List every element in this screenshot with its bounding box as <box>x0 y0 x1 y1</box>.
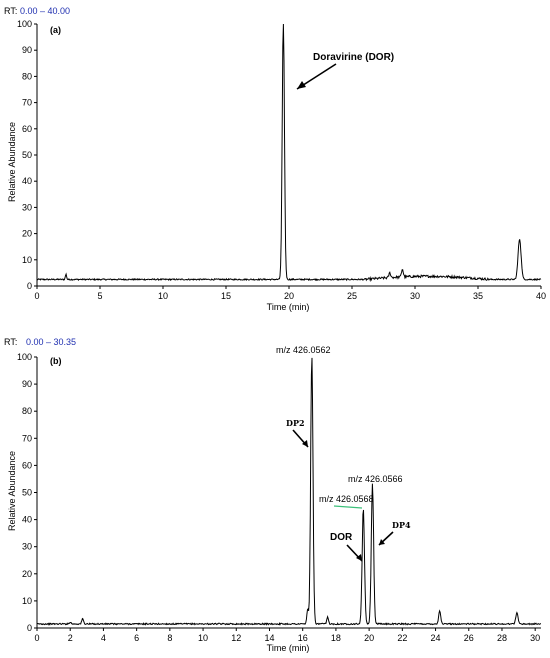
x-tick-label-b: 2 <box>68 633 73 643</box>
annotation-dp2: DP2 <box>286 418 305 428</box>
x-tick-label-b: 18 <box>331 633 341 643</box>
x-tick-label-a: 0 <box>34 291 39 301</box>
axis-ticks-b: 0 2 4 6 8 10 12 14 16 18 20 22 24 26 28 300102030405060… <box>17 352 540 643</box>
peak-label-mz-426-0562: m/z 426.0562 <box>276 345 331 355</box>
chromatogram-trace-b <box>36 357 541 626</box>
rt-label-a: RT: <box>4 6 17 16</box>
x-tick-label-b: 24 <box>431 633 441 643</box>
x-tick-label-a: 40 <box>536 291 546 301</box>
x-axis-title-b: Time (min) <box>267 643 310 653</box>
y-tick-label-a: 20 <box>22 229 32 239</box>
x-tick-label-a: 10 <box>158 291 168 301</box>
x-tick-label-b: 12 <box>231 633 241 643</box>
y-tick-label-a: 90 <box>22 45 32 55</box>
y-tick-label-b: 30 <box>22 542 32 552</box>
y-tick-label-b: 20 <box>22 569 32 579</box>
axis-ticks-a: 0 5 10 15 20 25 30 35 40 0 10 20 30 40 50 60 70 80 90 100 <box>17 19 546 301</box>
axes-frame-b <box>36 357 541 629</box>
y-tick-label-a: 50 <box>22 150 32 160</box>
panel-label-a: (a) <box>50 25 61 35</box>
x-axis-title-a: Time (min) <box>267 302 310 312</box>
arrow-head-dor <box>356 554 362 561</box>
y-tick-label-b: 50 <box>22 488 32 498</box>
y-tick-label-a: 40 <box>22 176 32 186</box>
annotation-dp4: DP4 <box>392 520 411 530</box>
peak-marker-dor <box>333 505 363 509</box>
annotation-doravirine: Doravirine (DOR) <box>313 52 394 63</box>
y-tick-label-a: 0 <box>27 281 32 291</box>
chromatogram-panel-b: RT: 0.00 – 30.35 (b) Time (min) Relative… <box>4 337 541 653</box>
x-tick-label-a: 5 <box>97 291 102 301</box>
y-tick-label-a: 70 <box>22 98 32 108</box>
y-tick-label-b: 10 <box>22 596 32 606</box>
arrow-head-dp2 <box>302 440 308 447</box>
y-tick-label-b: 40 <box>22 515 32 525</box>
x-tick-label-a: 25 <box>347 291 357 301</box>
x-tick-label-a: 35 <box>473 291 483 301</box>
arrow-head-doravirine <box>297 81 306 89</box>
rt-range-a: 0.00 – 40.00 <box>20 6 70 16</box>
x-tick-label-b: 6 <box>134 633 139 643</box>
annotations-a: Doravirine (DOR) <box>296 52 394 90</box>
y-tick-label-b: 80 <box>22 406 32 416</box>
x-tick-label-b: 22 <box>397 633 407 643</box>
rt-label-b: RT: <box>4 337 17 347</box>
x-tick-label-b: 4 <box>101 633 106 643</box>
y-axis-title-a: Relative Abundance <box>7 122 17 202</box>
x-tick-label-a: 30 <box>410 291 420 301</box>
y-tick-label-b: 70 <box>22 433 32 443</box>
peak-label-mz-426-0566: m/z 426.0566 <box>348 474 403 484</box>
axes-frame-a <box>36 24 541 287</box>
x-tick-label-b: 16 <box>298 633 308 643</box>
arrow-head-dp4 <box>379 539 385 545</box>
x-tick-label-a: 20 <box>284 291 294 301</box>
x-tick-label-a: 15 <box>221 291 231 301</box>
annotation-dor: DOR <box>330 532 353 543</box>
x-tick-label-b: 28 <box>497 633 507 643</box>
rt-range-b: 0.00 – 30.35 <box>26 337 76 347</box>
chromatogram-trace-a <box>36 23 542 283</box>
x-tick-label-b: 8 <box>167 633 172 643</box>
chromatogram-panel-a: RT: 0.00 – 40.00 (a) Time (min) Relative… <box>4 6 546 312</box>
peak-label-mz-426-0568: m/z 426.0568 <box>319 494 374 504</box>
y-tick-label-a: 60 <box>22 124 32 134</box>
y-tick-label-a: 30 <box>22 202 32 212</box>
y-tick-label-a: 10 <box>22 255 32 265</box>
y-tick-label-a: 100 <box>17 19 32 29</box>
y-tick-label-b: 100 <box>17 352 32 362</box>
x-tick-label-b: 14 <box>264 633 274 643</box>
x-tick-label-b: 0 <box>34 633 39 643</box>
y-tick-label-a: 80 <box>22 71 32 81</box>
y-tick-label-b: 90 <box>22 379 32 389</box>
annotations-b: m/z 426.0562 m/z 426.0566 m/z 426.0568 D… <box>276 345 411 562</box>
x-tick-label-b: 10 <box>198 633 208 643</box>
x-tick-label-b: 26 <box>464 633 474 643</box>
x-tick-label-b: 20 <box>364 633 374 643</box>
panel-label-b: (b) <box>50 356 62 366</box>
y-axis-title-b: Relative Abundance <box>7 451 17 531</box>
y-tick-label-b: 60 <box>22 460 32 470</box>
x-tick-label-b: 30 <box>530 633 540 643</box>
y-tick-label-b: 0 <box>27 623 32 633</box>
